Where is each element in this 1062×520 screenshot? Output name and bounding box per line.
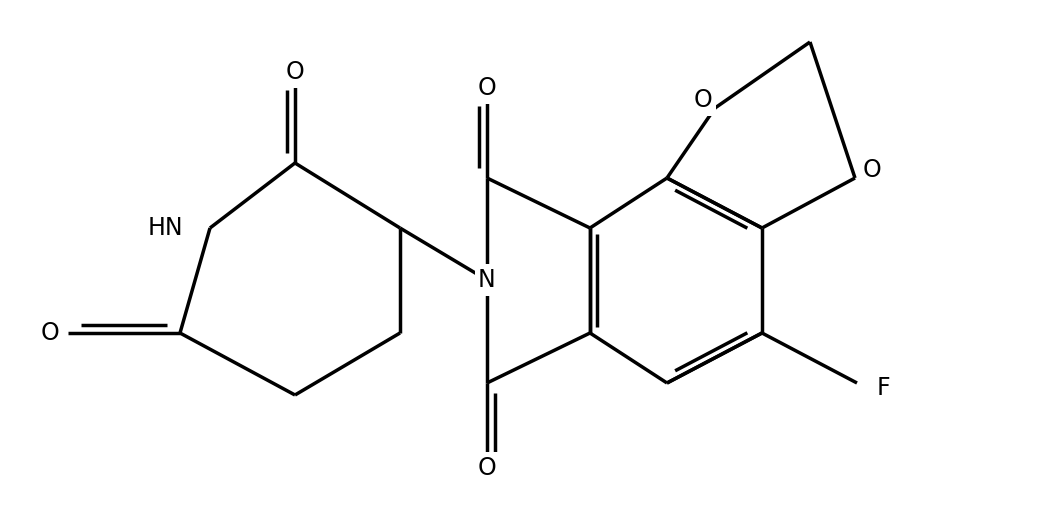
Text: HN: HN [148,216,183,240]
Text: O: O [693,88,713,112]
Text: O: O [286,60,305,84]
Text: O: O [40,321,59,345]
Text: N: N [478,268,496,292]
Text: O: O [862,158,881,182]
Text: O: O [478,76,496,100]
Text: O: O [478,456,496,480]
Text: F: F [877,376,891,400]
